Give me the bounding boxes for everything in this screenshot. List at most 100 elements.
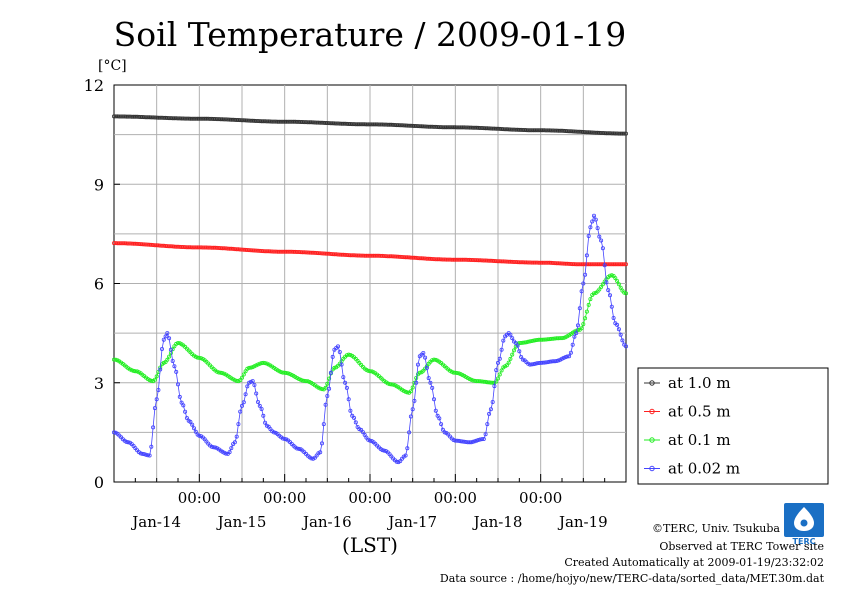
data-point xyxy=(197,355,202,360)
data-point xyxy=(159,346,164,351)
data-point xyxy=(576,129,581,134)
data-point xyxy=(412,398,417,403)
data-point xyxy=(540,128,545,133)
data-point xyxy=(487,126,492,131)
data-point xyxy=(229,446,234,451)
data-point xyxy=(158,115,163,120)
data-point xyxy=(608,131,613,136)
data-point xyxy=(191,116,196,121)
data-point xyxy=(319,387,324,392)
data-point xyxy=(499,347,504,352)
data-point xyxy=(282,436,287,441)
data-point xyxy=(501,127,506,132)
data-point xyxy=(328,370,333,375)
data-point xyxy=(245,247,250,252)
data-point xyxy=(309,120,314,125)
data-point xyxy=(622,131,627,136)
data-point xyxy=(344,385,349,390)
data-point xyxy=(245,384,250,389)
data-point xyxy=(135,241,140,246)
data-point xyxy=(175,382,180,387)
data-point xyxy=(271,430,276,435)
data-point xyxy=(351,122,356,127)
credit-line-2: Observed at TERC Tower site xyxy=(659,540,824,553)
data-point xyxy=(241,372,246,377)
data-point xyxy=(412,255,417,260)
data-point xyxy=(174,369,179,374)
data-point xyxy=(167,354,172,359)
data-point xyxy=(245,118,250,123)
data-point xyxy=(197,116,202,121)
legend-swatch-marker xyxy=(649,437,655,443)
data-point xyxy=(588,130,593,135)
data-point xyxy=(247,248,252,253)
data-point xyxy=(197,245,202,250)
data-point xyxy=(431,397,436,402)
data-point xyxy=(396,254,401,259)
data-point xyxy=(343,252,348,257)
data-point xyxy=(268,119,273,124)
data-point xyxy=(236,422,241,427)
data-point xyxy=(174,244,179,249)
data-point xyxy=(124,241,129,246)
data-point xyxy=(577,306,582,311)
data-point xyxy=(263,420,268,425)
data-point xyxy=(382,122,387,127)
credit-line-3: Created Automatically at 2009-01-19/23:3… xyxy=(564,556,824,569)
data-point xyxy=(112,241,117,246)
data-point xyxy=(613,276,618,281)
data-point xyxy=(615,131,620,136)
data-point xyxy=(199,116,204,121)
data-point xyxy=(542,128,547,133)
data-point xyxy=(581,281,586,286)
data-point xyxy=(382,253,387,258)
data-point xyxy=(236,247,241,252)
data-point xyxy=(232,378,237,383)
legend-label: at 0.02 m xyxy=(668,460,740,478)
data-point xyxy=(143,242,148,247)
data-point xyxy=(407,430,412,435)
data-point xyxy=(398,254,403,259)
data-point xyxy=(255,119,260,124)
data-point xyxy=(600,246,605,251)
data-point xyxy=(405,446,410,451)
data-point xyxy=(239,247,244,252)
x-day-label: Jan-18 xyxy=(472,513,523,531)
data-point xyxy=(181,244,186,249)
data-point xyxy=(570,342,575,347)
data-point xyxy=(433,408,438,413)
data-point xyxy=(133,114,138,119)
data-point xyxy=(142,242,147,247)
data-point xyxy=(586,233,591,238)
data-point xyxy=(168,347,173,352)
data-point xyxy=(351,253,356,258)
legend-label: at 0.1 m xyxy=(668,431,731,449)
data-point xyxy=(469,440,474,445)
data-point xyxy=(479,258,484,263)
data-point xyxy=(544,260,549,265)
data-point xyxy=(433,357,438,362)
data-point xyxy=(327,251,332,256)
data-point xyxy=(431,124,436,129)
x-axis-label: (LST) xyxy=(342,533,398,557)
data-point xyxy=(309,250,314,255)
data-point xyxy=(556,336,561,341)
data-point xyxy=(159,243,164,248)
data-point xyxy=(492,126,497,131)
data-point xyxy=(618,332,623,337)
plot-area: 0 3 6 9 12 00:00 00:00 00:00 00:00 00:00 Jan-14 Jan… xyxy=(84,76,629,531)
data-point xyxy=(424,365,429,370)
x-time-label: 00:00 xyxy=(434,489,477,507)
data-point xyxy=(380,122,385,127)
data-point xyxy=(229,117,234,122)
data-point xyxy=(447,257,452,262)
legend-swatch-marker xyxy=(649,408,655,415)
data-point xyxy=(163,334,168,339)
data-point xyxy=(284,119,289,124)
data-point xyxy=(408,414,413,419)
data-point xyxy=(583,272,588,277)
data-point xyxy=(593,217,598,222)
y-tick-label: 9 xyxy=(94,175,104,194)
data-point xyxy=(159,115,164,120)
data-point xyxy=(478,258,483,263)
